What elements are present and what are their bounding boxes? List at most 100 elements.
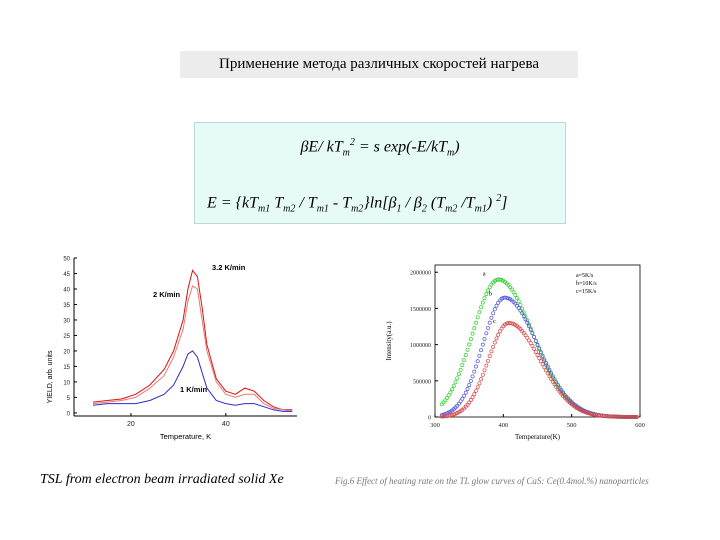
data-point-c: [497, 329, 502, 334]
caption-right: Fig.6 Effect of heating rate on the TL g…: [335, 476, 649, 486]
data-point-a: [451, 383, 456, 388]
data-point-b: [484, 331, 489, 336]
data-point-b: [518, 308, 523, 313]
data-point-a: [462, 358, 466, 363]
series-line-3-2-k-min: [92, 269, 293, 411]
y-tick-label: 1500000: [410, 307, 431, 313]
data-point-c: [528, 341, 533, 346]
data-point-a: [475, 315, 480, 320]
data-point-a: [497, 277, 502, 282]
data-point-b: [532, 335, 537, 339]
y-tick-label: 5: [67, 396, 71, 402]
data-point-a: [448, 390, 453, 395]
y-tick-label: 25: [63, 334, 70, 340]
data-point-a: [487, 285, 492, 290]
data-point-b: [523, 317, 528, 322]
data-point-c: [581, 409, 586, 414]
data-point-b: [492, 307, 497, 312]
data-point-b: [460, 396, 465, 401]
y-tick-label: 2000000: [410, 271, 431, 277]
data-point-a: [467, 342, 472, 347]
data-point-c: [588, 411, 593, 416]
legend-entry: c=15K/s: [576, 289, 597, 295]
data-point-b: [540, 353, 545, 358]
data-point-b: [494, 303, 499, 308]
data-point-c: [533, 349, 538, 354]
data-point-c: [632, 415, 637, 419]
y-tick-label: 40: [63, 287, 70, 293]
data-point-c: [527, 338, 531, 343]
data-point-b: [479, 348, 484, 353]
data-point-a: [486, 288, 490, 293]
data-point-c: [549, 377, 554, 382]
data-point-b: [528, 327, 533, 332]
data-point-b: [544, 361, 548, 365]
x-axis-label: Temperature, K: [160, 432, 211, 441]
data-point-b: [468, 378, 473, 383]
x-tick-label: 40: [222, 421, 230, 428]
data-point-a: [515, 296, 519, 301]
data-point-b: [486, 325, 490, 330]
data-point-c: [634, 415, 639, 419]
data-point-a: [456, 372, 461, 377]
data-point-c: [468, 398, 473, 402]
curve-label: c: [493, 318, 496, 325]
data-point-c: [470, 395, 475, 400]
data-point-a: [460, 363, 465, 367]
data-point-b: [462, 393, 466, 398]
data-point-b: [521, 314, 526, 319]
data-point-c: [521, 331, 526, 336]
data-point-c: [472, 392, 477, 397]
data-point-b: [487, 320, 492, 325]
data-point-c: [494, 336, 499, 341]
data-point-b: [545, 364, 550, 369]
plot-frame: [434, 264, 641, 418]
data-point-c: [475, 385, 480, 390]
data-point-b: [472, 369, 477, 374]
data-point-a: [479, 305, 484, 310]
data-point-b: [458, 399, 463, 404]
legend-entry: b=10K/s: [576, 281, 597, 287]
data-point-c: [544, 368, 548, 373]
data-point-a: [489, 282, 494, 287]
data-point-a: [450, 387, 455, 392]
y-tick-label: 1000000: [410, 343, 431, 349]
y-tick-label: 30: [63, 318, 70, 324]
data-point-b: [525, 320, 530, 325]
curve-label: b: [489, 291, 492, 298]
data-point-b: [530, 331, 535, 336]
data-point-c: [525, 335, 530, 340]
data-point-b: [480, 342, 485, 347]
y-tick-label: 20: [63, 349, 70, 355]
x-tick-label: 600: [635, 422, 645, 429]
data-point-c: [487, 354, 492, 359]
data-point-a: [463, 353, 468, 358]
series-line-1-k-min: [92, 350, 293, 412]
data-point-c: [508, 321, 513, 325]
y-tick-label: 0: [428, 416, 431, 422]
data-point-b: [542, 357, 547, 362]
data-point-a: [477, 310, 482, 315]
tsl-glow-curve-chart: 0 5 10 15 20 25 30 35 40 45 50 20 40 Temperature, K YI…: [47, 257, 297, 441]
data-point-a: [474, 320, 478, 325]
data-point-b: [527, 324, 531, 329]
data-point-c: [479, 377, 484, 382]
formula-peak-condition: βE/ kTm2 = s exp(-E/kTm): [300, 137, 460, 159]
data-point-a: [446, 393, 451, 398]
data-point-a: [484, 292, 489, 297]
data-point-c: [523, 333, 528, 338]
data-point-b: [547, 367, 552, 372]
data-point-b: [465, 387, 470, 391]
tl-heating-rate-chart: 0 500000 1000000 1500000 2000000 300 400 500 600…: [385, 264, 645, 441]
data-point-c: [491, 344, 496, 349]
y-tick-label: 45: [63, 272, 70, 278]
data-point-c: [450, 413, 455, 417]
caption-left: TSL from electron beam irradiated solid …: [40, 472, 284, 487]
data-point-c: [477, 381, 482, 386]
data-point-a: [465, 347, 470, 352]
data-point-c: [489, 349, 494, 354]
data-point-a: [472, 326, 477, 331]
data-point-a: [458, 367, 463, 372]
data-point-a: [480, 300, 485, 305]
data-point-c: [484, 363, 489, 368]
